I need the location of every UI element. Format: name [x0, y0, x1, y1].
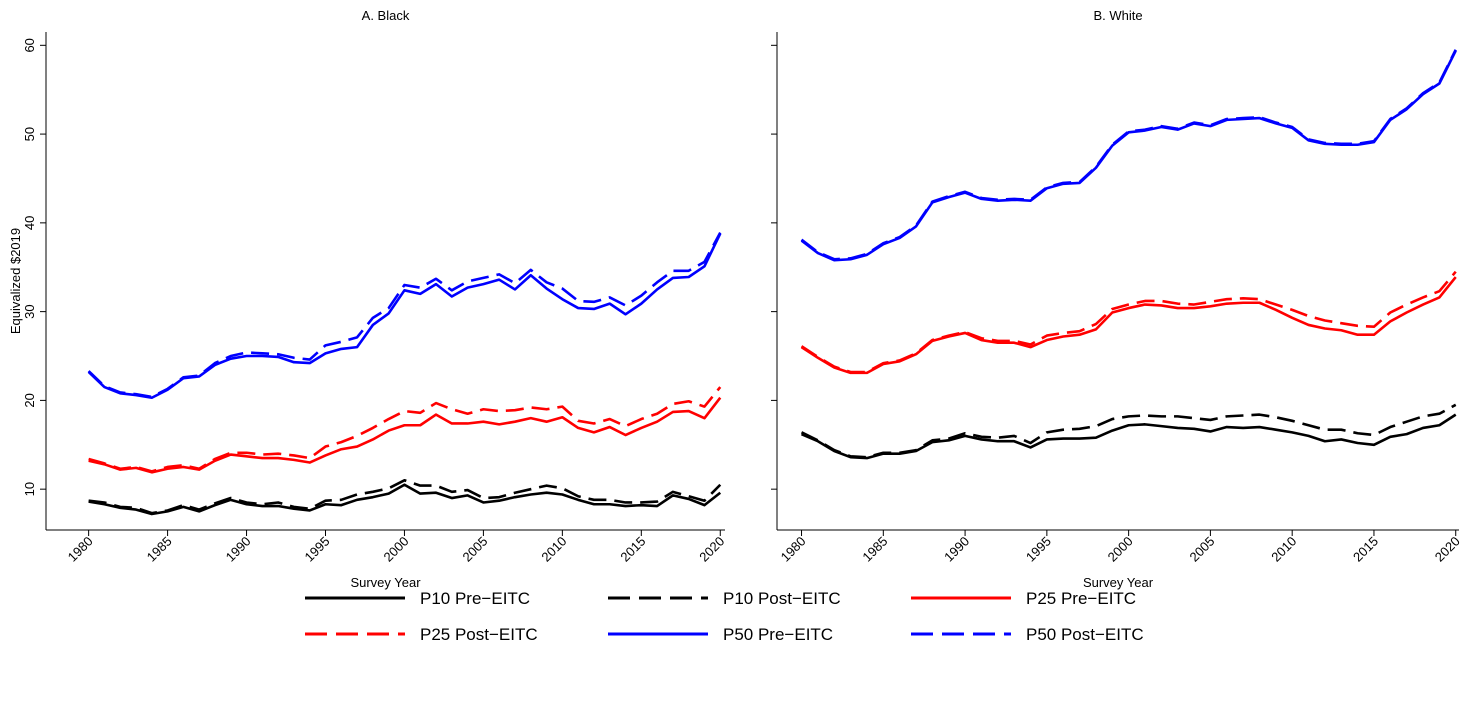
series-line [87, 232, 722, 400]
legend-label: P10 Pre−EITC [420, 589, 530, 608]
series-line [88, 386, 722, 473]
series-line [800, 403, 1457, 459]
legend-label: P50 Pre−EITC [723, 625, 833, 644]
x-tick-label: 2000 [381, 534, 412, 565]
series-line [88, 483, 722, 516]
panel-title: A. Black [362, 8, 410, 23]
x-tick-label: 2000 [1105, 534, 1136, 565]
x-tick-label: 2020 [696, 534, 727, 565]
x-tick-label: 1990 [223, 534, 254, 565]
x-tick-label: 2015 [1350, 534, 1381, 565]
legend: P10 Pre−EITC P10 Post−EITC P25 Pre−EITC P25… [305, 589, 1144, 644]
series-line [88, 478, 722, 515]
series-line [87, 232, 722, 399]
x-tick-label: 1995 [1023, 534, 1054, 565]
x-axis-label: Survey Year [1083, 575, 1154, 590]
series-line [88, 396, 722, 474]
series-line [800, 50, 1457, 262]
x-tick-label: 2005 [459, 534, 490, 565]
x-axis-label: Survey Year [350, 575, 421, 590]
legend-label: P10 Post−EITC [723, 589, 841, 608]
x-tick-label: 1985 [144, 534, 175, 565]
y-tick-label: 20 [22, 393, 37, 407]
y-axis-label: Equivalized $2019 [8, 228, 23, 334]
legend-label: P25 Pre−EITC [1026, 589, 1136, 608]
x-tick-label: 2015 [617, 534, 648, 565]
y-tick-label: 40 [22, 216, 37, 230]
series-line [800, 49, 1457, 261]
legend-label: P50 Post−EITC [1026, 625, 1144, 644]
y-tick-label: 60 [22, 38, 37, 52]
x-tick-label: 1980 [65, 534, 96, 565]
x-tick-label: 2010 [538, 534, 569, 565]
y-tick-label: 30 [22, 304, 37, 318]
legend-label: P25 Post−EITC [420, 625, 538, 644]
series-line [800, 270, 1457, 374]
y-tick-label: 50 [22, 127, 37, 141]
y-tick-label: 10 [22, 482, 37, 496]
x-tick-label: 1995 [302, 534, 333, 565]
x-tick-label: 2005 [1186, 534, 1217, 565]
x-tick-label: 1980 [778, 534, 809, 565]
x-tick-label: 1990 [941, 534, 972, 565]
x-tick-label: 1985 [859, 534, 890, 565]
x-tick-label: 2010 [1268, 534, 1299, 565]
x-tick-label: 2020 [1432, 534, 1461, 565]
panel-title: B. White [1093, 8, 1142, 23]
